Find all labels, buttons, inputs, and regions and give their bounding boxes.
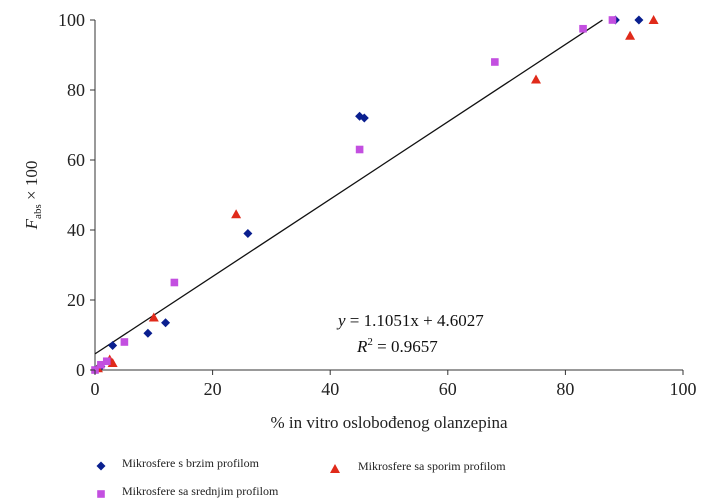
y-tick-label: 60	[67, 150, 85, 170]
y-tick-label: 40	[67, 220, 85, 240]
legend-marker-triangle	[330, 464, 340, 473]
data-point-triangle	[231, 209, 242, 219]
data-point-diamond	[161, 318, 171, 328]
y-axis-title-rest: × 100	[22, 161, 41, 205]
ticks: 0 20 40 60 80 100 0 20 40 60 80 100	[58, 10, 697, 399]
legend-item: Mikrosfere s brzim profilom	[96, 456, 260, 471]
x-tick-label: 100	[670, 379, 697, 399]
data-point-triangle	[148, 312, 159, 322]
equation-var: y	[336, 311, 346, 330]
legend-label: Mikrosfere sa srednjim profilom	[122, 484, 279, 498]
data-point-square	[170, 278, 179, 287]
legend-label: Mikrosfere s brzim profilom	[122, 456, 260, 470]
data-point-square	[97, 360, 105, 369]
trendline-group	[94, 19, 603, 355]
data-point-square	[491, 58, 499, 66]
data-point-triangle	[625, 30, 636, 40]
legend-marker-square	[97, 490, 105, 498]
trendline	[94, 19, 603, 355]
y-axis-title-sub: abs	[32, 204, 44, 219]
data-point-diamond	[634, 15, 644, 25]
data-point-square	[579, 24, 587, 33]
x-tick-label: 80	[556, 379, 574, 399]
data-point-triangle	[531, 74, 541, 84]
y-tick-label: 20	[67, 290, 85, 310]
r-squared: R2 = 0.9657	[356, 336, 438, 356]
r-squared-rest: = 0.9657	[373, 337, 438, 356]
x-axis-title: % in vitro oslobođenog olanzepina	[270, 413, 507, 432]
x-tick-label: 20	[204, 379, 222, 399]
y-axis-title: Fabs × 100	[22, 161, 44, 231]
equation-rest: = 1.1051x + 4.6027	[346, 311, 485, 330]
regression-equation: y = 1.1051x + 4.6027	[336, 311, 484, 330]
legend-item: Mikrosfere sa sporim profilom	[330, 459, 506, 473]
legend-item: Mikrosfere sa srednjim profilom	[97, 484, 279, 498]
data-points	[90, 15, 659, 375]
data-point-square	[355, 145, 364, 154]
data-point-diamond	[108, 341, 118, 350]
legend-label: Mikrosfere sa sporim profilom	[358, 459, 506, 473]
data-point-triangle	[648, 15, 659, 24]
r-squared-sup: 2	[367, 336, 373, 348]
r-squared-var: R	[356, 337, 368, 356]
x-tick-label: 60	[439, 379, 457, 399]
data-point-square	[120, 338, 129, 346]
y-axis-title-main: F	[22, 218, 41, 230]
legend-marker-diamond	[96, 461, 106, 471]
legend: Mikrosfere s brzim profilom Mikrosfere sa…	[96, 456, 506, 498]
y-tick-label: 80	[67, 80, 85, 100]
y-tick-label: 0	[76, 360, 85, 380]
x-tick-label: 0	[91, 379, 100, 399]
data-point-diamond	[143, 328, 153, 338]
data-point-diamond	[359, 113, 369, 123]
y-tick-label: 100	[58, 10, 85, 30]
axes	[94, 20, 683, 371]
data-point-square	[608, 16, 617, 24]
x-tick-label: 40	[321, 379, 339, 399]
data-point-square	[102, 357, 111, 366]
data-point-diamond	[243, 229, 253, 238]
